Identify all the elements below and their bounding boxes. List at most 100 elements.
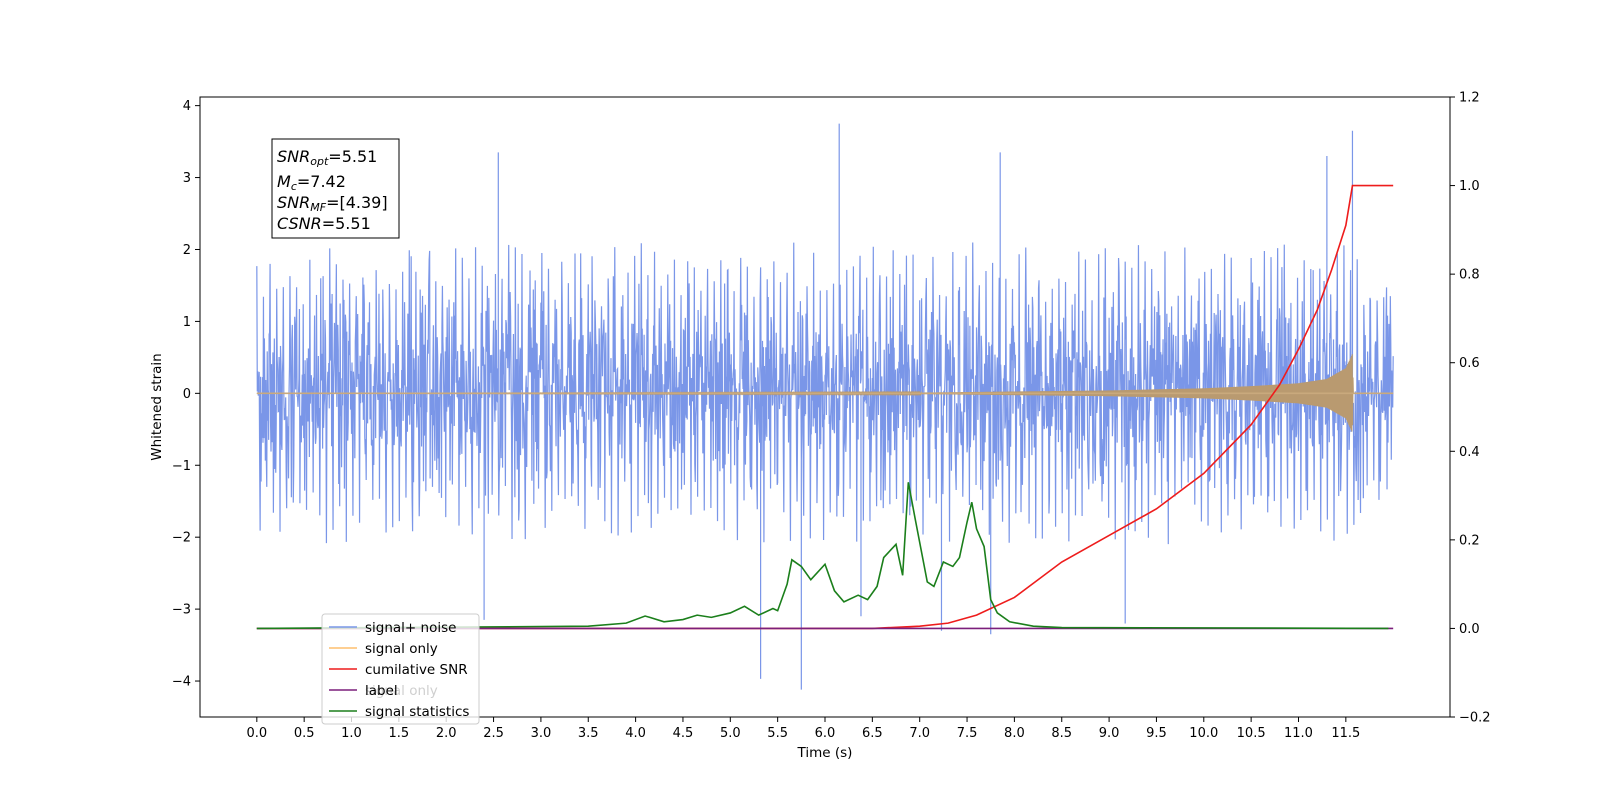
- x-tick-label: 6.5: [862, 726, 883, 741]
- series-line-signal-statistics: [256, 482, 1389, 630]
- y-tick: −1: [172, 459, 200, 474]
- x-tick-label: 7.5: [957, 726, 978, 741]
- x-tick: 6.5: [862, 717, 883, 741]
- x-tick-label: 7.0: [909, 726, 930, 741]
- y2-tick-label: 0.8: [1459, 268, 1480, 283]
- y2-tick-label: 0.6: [1459, 356, 1480, 371]
- y-tick: 2: [183, 243, 200, 258]
- y-tick: −2: [172, 531, 200, 546]
- legend-frame: [321, 613, 480, 725]
- y2-tick: −0.2: [1450, 711, 1491, 726]
- x-axis-ticks: 0.0 0.5 1.0 1.5 2.0 2.5 3.0 3.5 4.0 4.5 5.0 5.5 6.0 6…: [246, 717, 1360, 741]
- series-line-cumilative-snr: [256, 184, 1394, 630]
- x-tick: 0.0: [246, 717, 267, 741]
- x-tick: 4.0: [625, 717, 646, 741]
- y-tick-label: −1: [172, 459, 191, 474]
- x-tick: 10.5: [1237, 717, 1266, 741]
- y-tick: 0: [183, 387, 200, 402]
- stats-box: SNRopt=5.51 Mc=7.42 SNRMF=[4.39] CSNR=5.…: [271, 138, 400, 239]
- y2-tick-label: 0.4: [1459, 445, 1480, 460]
- y-tick: 1: [183, 315, 200, 330]
- x-tick: 5.0: [720, 717, 741, 741]
- stat-mc: Mc=7.42: [277, 172, 346, 193]
- x-tick: 4.5: [673, 717, 694, 741]
- y2-tick: 1.2: [1450, 91, 1480, 106]
- x-tick-label: 10.5: [1237, 726, 1266, 741]
- x-tick-label: 11.0: [1284, 726, 1313, 741]
- x-tick-label: 3.5: [578, 726, 599, 741]
- series-line-signal-plus-noise: [256, 123, 1394, 690]
- legend-label-cumilative-snr: cumilative SNR: [365, 662, 468, 678]
- x-tick: 5.5: [767, 717, 788, 741]
- x-tick: 3.5: [578, 717, 599, 741]
- x-tick: 6.0: [815, 717, 836, 741]
- x-tick-label: 9.0: [1099, 726, 1120, 741]
- x-tick-label: 0.5: [294, 726, 315, 741]
- x-tick-label: 10.0: [1189, 726, 1218, 741]
- y-tick-label: 2: [183, 243, 191, 258]
- y-axis-ticks: −4 −3 −2 −1 0 1 2 3 4: [172, 99, 200, 690]
- x-tick-label: 8.5: [1051, 726, 1072, 741]
- x-tick: 0.5: [294, 717, 315, 741]
- x-tick: 7.0: [909, 717, 930, 741]
- x-tick-label: 2.0: [436, 726, 457, 741]
- x-tick: 11.5: [1331, 717, 1360, 741]
- y-tick-label: −4: [172, 675, 191, 690]
- y-tick-label: 0: [183, 387, 191, 402]
- y2-tick-label: 0.2: [1459, 533, 1480, 548]
- x-tick-label: 5.5: [767, 726, 788, 741]
- y-tick: 4: [183, 99, 200, 114]
- y2-tick: 0.8: [1450, 268, 1480, 283]
- x-tick: 2.5: [483, 717, 504, 741]
- legend-overlap-text: signal only: [365, 683, 438, 699]
- y2-tick-label: 1.2: [1459, 91, 1480, 106]
- legend-label-signal-plus-noise: signal+ noise: [365, 620, 456, 636]
- x-tick-label: 3.0: [531, 726, 552, 741]
- x-tick-label: 1.0: [341, 726, 362, 741]
- x-tick-label: 5.0: [720, 726, 741, 741]
- x-tick-label: 8.0: [1004, 726, 1025, 741]
- y2-tick-label: −0.2: [1459, 711, 1491, 726]
- y2-tick-label: 0.0: [1459, 622, 1480, 637]
- legend-label-signal-statistics: signal statistics: [365, 704, 469, 720]
- legend: signal+ noise signal only cumilative SNR…: [321, 613, 480, 725]
- y2-tick: 0.4: [1450, 445, 1480, 460]
- x-tick: 10.0: [1189, 717, 1218, 741]
- y-axis-label: Whitened strain: [149, 353, 165, 460]
- y2-axis-ticks: −0.2 0.0 0.2 0.4 0.6 0.8 1.0 1.2: [1450, 91, 1491, 726]
- x-tick-label: 4.0: [625, 726, 646, 741]
- legend-label-signal-only: signal only: [365, 641, 438, 657]
- y-tick-label: 4: [183, 99, 191, 114]
- x-axis-label: Time (s): [797, 745, 853, 761]
- y-tick: −3: [172, 603, 200, 618]
- y-tick: 3: [183, 171, 200, 186]
- y-tick-label: −2: [172, 531, 191, 546]
- x-tick-label: 0.0: [246, 726, 267, 741]
- y2-tick: 0.6: [1450, 356, 1480, 371]
- y-tick-label: −3: [172, 603, 191, 618]
- y-tick: −4: [172, 675, 200, 690]
- x-tick-label: 9.5: [1146, 726, 1167, 741]
- y2-tick-label: 1.0: [1459, 179, 1480, 194]
- x-tick: 7.5: [957, 717, 978, 741]
- stats-box-frame: [271, 138, 400, 239]
- x-tick-label: 4.5: [673, 726, 694, 741]
- stat-snr-mf: SNRMF=[4.39]: [277, 193, 388, 214]
- x-tick: 8.5: [1051, 717, 1072, 741]
- x-tick: 9.5: [1146, 717, 1167, 741]
- stat-csnr: CSNR=5.51: [277, 214, 371, 233]
- stat-snr-opt: SNRopt=5.51: [277, 147, 377, 168]
- x-tick: 3.0: [531, 717, 552, 741]
- y-tick-label: 3: [183, 171, 191, 186]
- x-tick-label: 1.5: [389, 726, 410, 741]
- y2-tick: 0.0: [1450, 622, 1480, 637]
- x-tick: 8.0: [1004, 717, 1025, 741]
- x-tick-label: 11.5: [1331, 726, 1360, 741]
- y-tick-label: 1: [183, 315, 191, 330]
- x-tick: 9.0: [1099, 717, 1120, 741]
- legend-label-label: label: [365, 683, 398, 699]
- y2-tick: 0.2: [1450, 533, 1480, 548]
- x-tick-label: 6.0: [815, 726, 836, 741]
- x-tick: 11.0: [1284, 717, 1313, 741]
